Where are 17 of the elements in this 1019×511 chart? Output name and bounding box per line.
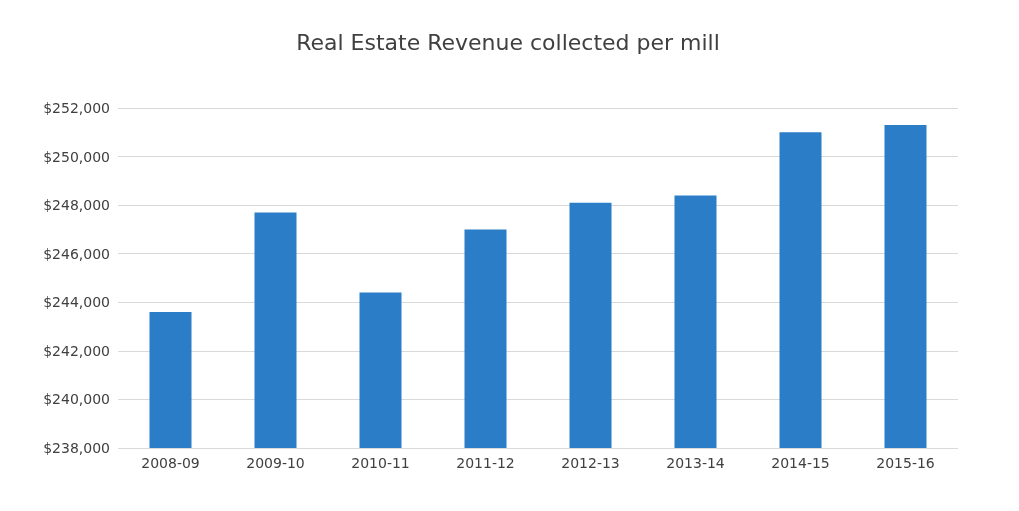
y-tick-label: $242,000 xyxy=(43,342,110,359)
y-tick-label: $248,000 xyxy=(43,197,110,214)
x-tick-label: 2011-12 xyxy=(456,455,515,471)
chart-title: Real Estate Revenue collected per mill xyxy=(296,29,720,55)
x-tick-label: 2010-11 xyxy=(351,455,410,471)
y-tick-label: $244,000 xyxy=(43,294,110,311)
x-tick-label: 2014-15 xyxy=(771,455,830,471)
x-tick-label: 2013-14 xyxy=(666,455,725,471)
x-tick-label: 2008-09 xyxy=(141,455,200,471)
x-tick-label: 2015-16 xyxy=(876,455,935,471)
y-tick-label: $246,000 xyxy=(43,245,110,262)
x-tick-label: 2009-10 xyxy=(246,455,305,471)
x-tick-label: 2012-13 xyxy=(561,455,620,471)
y-tick-label: $252,000 xyxy=(43,100,110,116)
y-tick-label: $238,000 xyxy=(43,440,110,456)
y-tick-label: $240,000 xyxy=(43,391,110,408)
y-tick-label: $250,000 xyxy=(43,148,110,165)
